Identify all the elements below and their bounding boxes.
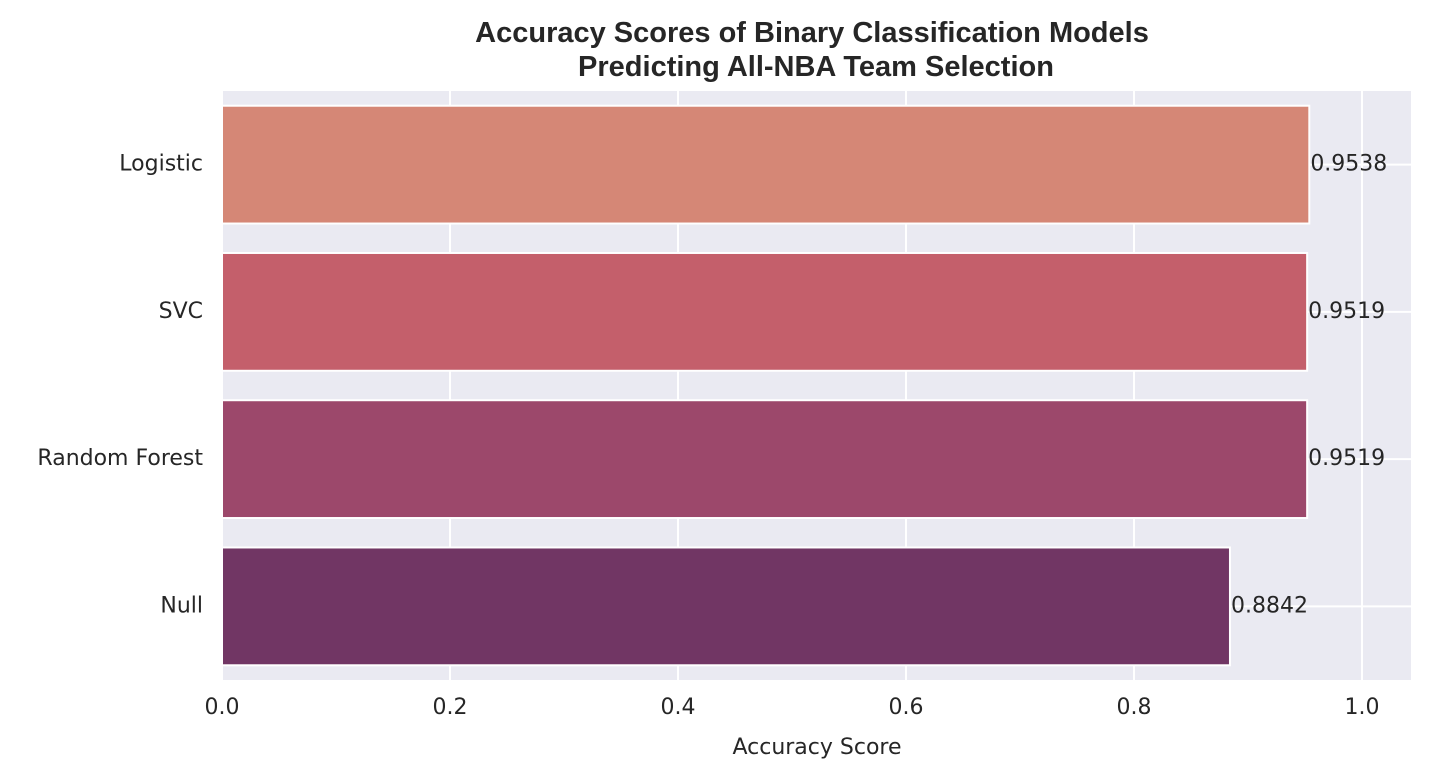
- y-tick-label: Null: [160, 593, 203, 618]
- bar-null: [221, 546, 1231, 667]
- x-tick-label: 0.2: [432, 695, 467, 720]
- bars: [221, 104, 1311, 667]
- data-label: 0.9519: [1308, 299, 1385, 324]
- x-tick-label: 0.0: [205, 695, 240, 720]
- bar-svc: [221, 251, 1309, 372]
- x-tick-label: 0.8: [1116, 695, 1151, 720]
- y-tick-labels: Logistic SVC Random Forest Null: [37, 152, 203, 619]
- y-tick-label: Random Forest: [37, 446, 203, 471]
- data-label: 0.8842: [1231, 593, 1308, 618]
- x-tick-label: 0.6: [888, 695, 923, 720]
- chart-title: Accuracy Scores of Binary Classification…: [475, 17, 1149, 49]
- data-label: 0.9519: [1308, 446, 1385, 471]
- data-labels: 0.9538 0.9519 0.9519 0.8842: [1231, 152, 1387, 619]
- x-axis-label: Accuracy Score: [732, 735, 901, 760]
- y-tick-label: Logistic: [119, 152, 203, 177]
- data-label: 0.9538: [1310, 152, 1387, 177]
- y-tick-label: SVC: [159, 299, 203, 324]
- x-tick-label: 1.0: [1344, 695, 1379, 720]
- x-tick-labels: 0.0 0.2 0.4 0.6 0.8 1.0: [205, 695, 1380, 720]
- bar-logistic: [221, 104, 1311, 225]
- chart-subtitle: Predicting All-NBA Team Selection: [578, 51, 1054, 83]
- x-tick-label: 0.4: [660, 695, 695, 720]
- bar-random-forest: [221, 399, 1309, 520]
